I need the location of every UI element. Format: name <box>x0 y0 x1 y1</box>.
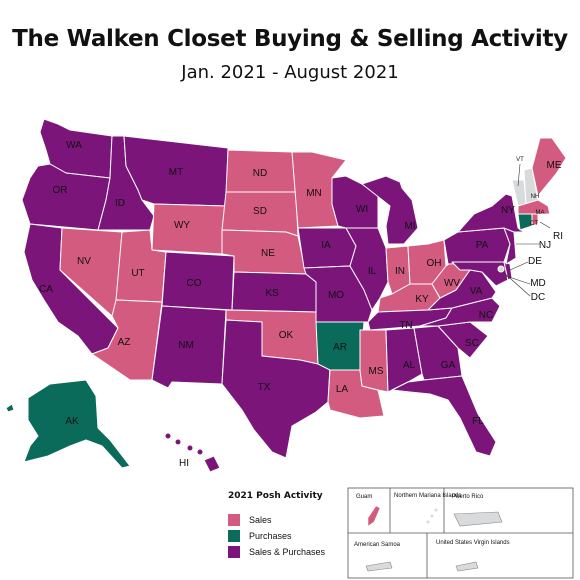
label-wv: WV <box>444 278 460 289</box>
label-ne: NE <box>261 248 275 259</box>
map-title: The Walken Closet Buying & Selling Activ… <box>12 26 568 52</box>
label-va: VA <box>470 286 483 297</box>
american-samoa-shape <box>365 561 393 572</box>
state-labels: WA OR CA ID NV MT WY UT AZ CO NM ND SD N… <box>39 140 563 469</box>
state-vt[interactable] <box>511 179 527 207</box>
label-nv: NV <box>77 256 91 267</box>
legend-swatch-sales <box>228 514 240 526</box>
label-ut: UT <box>131 268 144 279</box>
label-id: ID <box>115 198 125 209</box>
label-sd: SD <box>253 206 267 217</box>
label-pr: Puerto Rico <box>452 494 484 500</box>
state-ak[interactable] <box>23 379 131 469</box>
label-ky: KY <box>415 294 429 305</box>
label-or: OR <box>53 185 68 196</box>
legend-label-purchases: Purchases <box>249 531 292 541</box>
state-ri[interactable] <box>531 213 539 227</box>
label-me: ME <box>547 160 562 171</box>
label-nmi: Northern Mariana Islands <box>394 493 461 499</box>
state-il[interactable] <box>345 227 389 311</box>
legend-swatch-both <box>228 546 240 558</box>
label-nj: NJ <box>539 240 551 251</box>
puerto-rico-shape <box>453 511 503 527</box>
alaska-islands <box>5 403 15 413</box>
label-ar: AR <box>333 342 347 353</box>
legend-item-both: Sales & Purchases <box>228 545 325 559</box>
label-ny: NY <box>501 205 515 216</box>
state-ny[interactable] <box>457 193 525 233</box>
label-mi: MI <box>404 221 415 232</box>
label-ia: IA <box>321 240 331 251</box>
label-nd: ND <box>253 168 267 179</box>
state-dc[interactable] <box>497 265 505 273</box>
label-fl: FL <box>472 416 484 427</box>
state-ms[interactable] <box>359 329 389 393</box>
label-nm: NM <box>178 340 194 351</box>
label-ct: CT <box>530 221 538 227</box>
legend-swatch-purchases <box>228 530 240 542</box>
label-sc: SC <box>465 338 479 349</box>
label-vt: VT <box>516 157 524 163</box>
leader-lines <box>502 163 551 297</box>
label-tx: TX <box>258 382 271 393</box>
label-dc: DC <box>531 292 545 303</box>
label-ks: KS <box>265 288 279 299</box>
label-oh: OH <box>427 258 442 269</box>
label-hi: HI <box>179 458 189 469</box>
label-mo: MO <box>328 290 344 301</box>
label-tn: TN <box>399 320 412 331</box>
virgin-islands-shape <box>455 561 479 572</box>
legend-title: 2021 Posh Activity <box>228 491 323 501</box>
state-fl[interactable] <box>391 375 497 457</box>
label-co: CO <box>187 278 202 289</box>
label-mn: MN <box>306 188 322 199</box>
state-tx[interactable] <box>221 319 331 459</box>
label-il: IL <box>368 266 377 277</box>
label-as: American Samoa <box>354 542 401 548</box>
legend-label-both: Sales & Purchases <box>249 547 326 557</box>
label-de: DE <box>528 256 542 267</box>
state-hi[interactable] <box>164 432 221 473</box>
label-in: IN <box>395 266 405 277</box>
label-mt: MT <box>169 167 183 178</box>
label-ok: OK <box>279 330 294 341</box>
label-ca: CA <box>39 284 53 295</box>
legend-label-sales: Sales <box>249 515 272 525</box>
label-al: AL <box>403 360 416 371</box>
label-ak: AK <box>65 416 79 427</box>
guam-shape <box>367 505 381 527</box>
state-mi[interactable] <box>361 175 419 245</box>
label-md: MD <box>530 278 546 289</box>
label-nh: NH <box>531 194 540 200</box>
label-nc: NC <box>479 310 493 321</box>
legend-item-purchases: Purchases <box>228 529 292 543</box>
label-ri: RI <box>553 231 563 242</box>
label-pa: PA <box>476 240 489 251</box>
nmi-islands <box>426 508 438 524</box>
label-vi: United States Virgin Islands <box>436 540 510 546</box>
legend-item-sales: Sales <box>228 513 272 527</box>
state-me[interactable] <box>531 137 567 197</box>
label-la: LA <box>336 384 349 395</box>
territories-inset: Guam Northern Mariana Islands Puerto Ric… <box>347 487 574 579</box>
label-ga: GA <box>441 360 456 371</box>
label-wi: WI <box>356 204 368 215</box>
label-wy: WY <box>174 220 190 231</box>
label-ma: MA <box>536 210 545 216</box>
label-wa: WA <box>66 140 82 151</box>
label-az: AZ <box>118 337 131 348</box>
map-subtitle: Jan. 2021 - August 2021 <box>181 62 399 83</box>
label-guam: Guam <box>356 494 372 500</box>
label-ms: MS <box>369 366 384 377</box>
